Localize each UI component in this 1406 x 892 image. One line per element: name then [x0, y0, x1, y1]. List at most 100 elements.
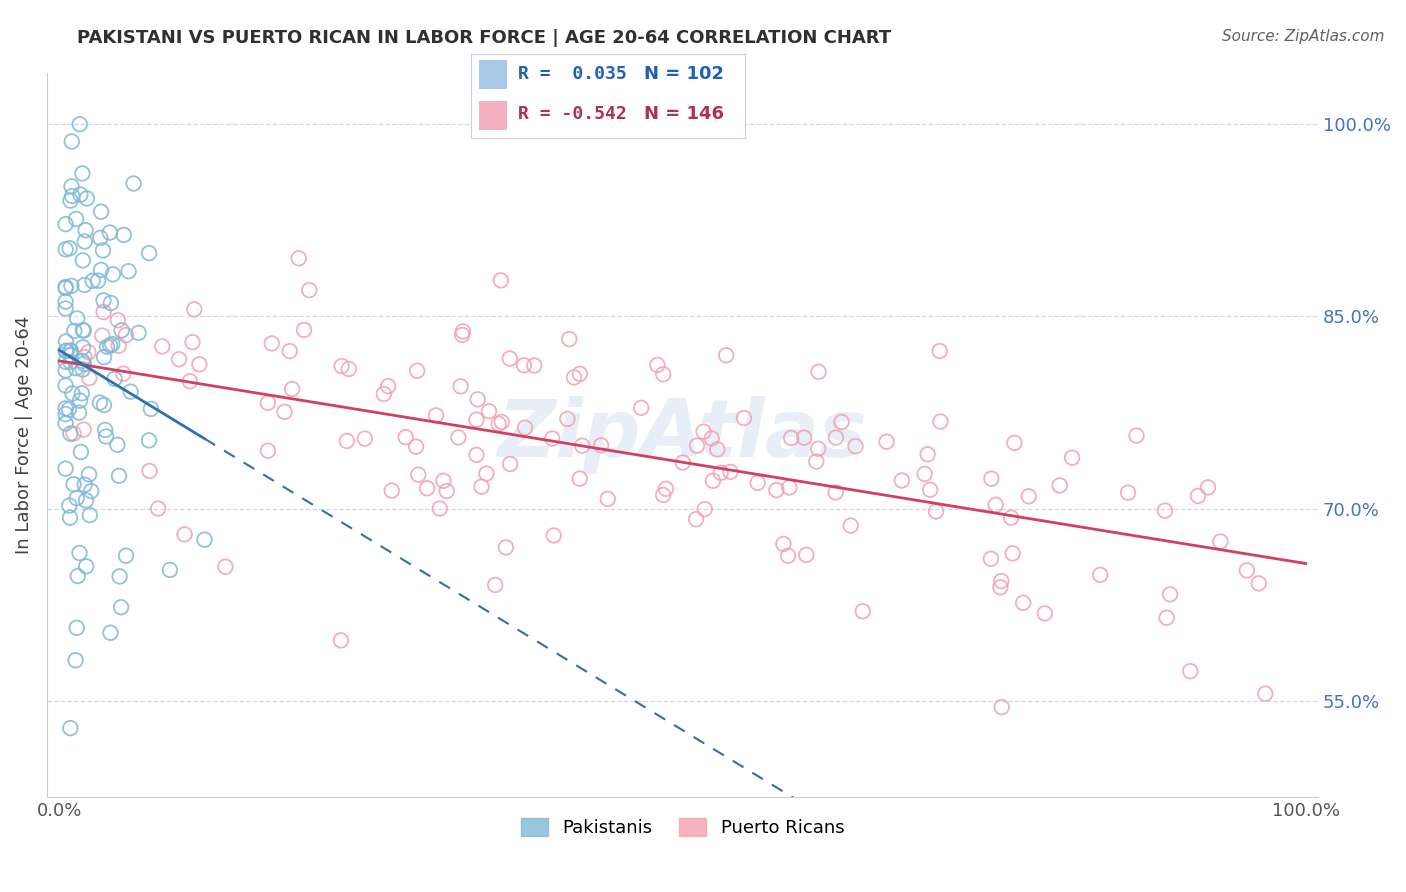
Point	[793, 431, 815, 445]
Point	[67, 406, 90, 420]
Point	[90, 204, 112, 219]
Text: Source: ZipAtlas.com: Source: ZipAtlas.com	[1222, 29, 1385, 44]
Point	[59, 343, 82, 358]
Point	[630, 401, 652, 415]
Point	[115, 328, 138, 343]
Point	[1247, 576, 1270, 591]
Point	[89, 231, 111, 245]
Point	[138, 464, 160, 478]
Point	[260, 336, 283, 351]
Point	[337, 362, 360, 376]
Text: N = 102: N = 102	[644, 65, 724, 83]
Point	[115, 549, 138, 563]
Point	[65, 653, 87, 667]
Point	[55, 217, 77, 231]
Point	[72, 253, 94, 268]
Point	[56, 343, 79, 358]
Point	[167, 352, 190, 367]
Point	[72, 423, 94, 437]
Point	[101, 268, 124, 282]
Point	[710, 466, 733, 480]
Point	[429, 501, 451, 516]
Point	[108, 468, 131, 483]
Point	[72, 340, 94, 354]
Point	[794, 548, 817, 562]
Point	[478, 404, 501, 418]
Point	[1090, 567, 1112, 582]
Point	[193, 533, 215, 547]
Point	[298, 283, 321, 297]
Point	[706, 442, 728, 457]
Point	[69, 187, 91, 202]
Point	[59, 194, 82, 208]
Point	[76, 191, 98, 205]
Point	[96, 340, 118, 354]
Point	[929, 415, 952, 429]
Point	[652, 368, 675, 382]
Point	[72, 166, 94, 180]
Point	[59, 721, 82, 735]
Point	[513, 421, 536, 435]
Point	[780, 431, 803, 445]
Point	[58, 402, 80, 417]
Point	[55, 242, 77, 256]
Point	[139, 401, 162, 416]
Point	[839, 518, 862, 533]
Point	[60, 135, 83, 149]
Point	[77, 345, 100, 359]
Point	[432, 474, 454, 488]
Point	[66, 569, 89, 583]
Point	[93, 350, 115, 364]
Point	[591, 438, 613, 452]
Point	[558, 332, 581, 346]
Point	[117, 264, 139, 278]
Point	[1062, 450, 1084, 465]
Point	[181, 335, 204, 350]
Point	[747, 475, 769, 490]
Point	[381, 483, 404, 498]
Point	[925, 504, 948, 518]
Y-axis label: In Labor Force | Age 20-64: In Labor Force | Age 20-64	[15, 316, 32, 554]
Point	[914, 467, 936, 481]
Point	[733, 411, 755, 425]
Point	[73, 357, 96, 371]
Point	[807, 365, 830, 379]
Point	[60, 189, 83, 203]
Point	[499, 351, 522, 366]
Point	[70, 386, 93, 401]
Point	[62, 426, 84, 441]
Point	[100, 296, 122, 310]
Point	[73, 477, 96, 491]
Point	[55, 461, 77, 475]
Point	[70, 445, 93, 459]
Point	[188, 357, 211, 371]
Point	[55, 294, 77, 309]
Point	[1033, 607, 1056, 621]
Point	[917, 447, 939, 461]
Point	[72, 323, 94, 337]
Point	[405, 440, 427, 454]
Point	[93, 398, 115, 412]
Point	[1154, 503, 1177, 517]
Point	[1018, 489, 1040, 503]
Point	[330, 633, 353, 648]
Point	[112, 227, 135, 242]
Point	[173, 527, 195, 541]
Point	[1004, 435, 1026, 450]
Point	[107, 339, 129, 353]
Point	[62, 386, 84, 401]
Point	[65, 212, 87, 227]
Point	[852, 604, 875, 618]
Point	[101, 337, 124, 351]
Point	[179, 374, 201, 388]
Point	[98, 226, 121, 240]
Point	[825, 431, 848, 445]
Point	[1254, 687, 1277, 701]
Point	[772, 537, 794, 551]
Point	[336, 434, 359, 448]
Point	[1197, 480, 1219, 494]
Point	[693, 502, 716, 516]
Point	[465, 413, 488, 427]
Point	[436, 483, 458, 498]
Point	[1125, 428, 1147, 442]
